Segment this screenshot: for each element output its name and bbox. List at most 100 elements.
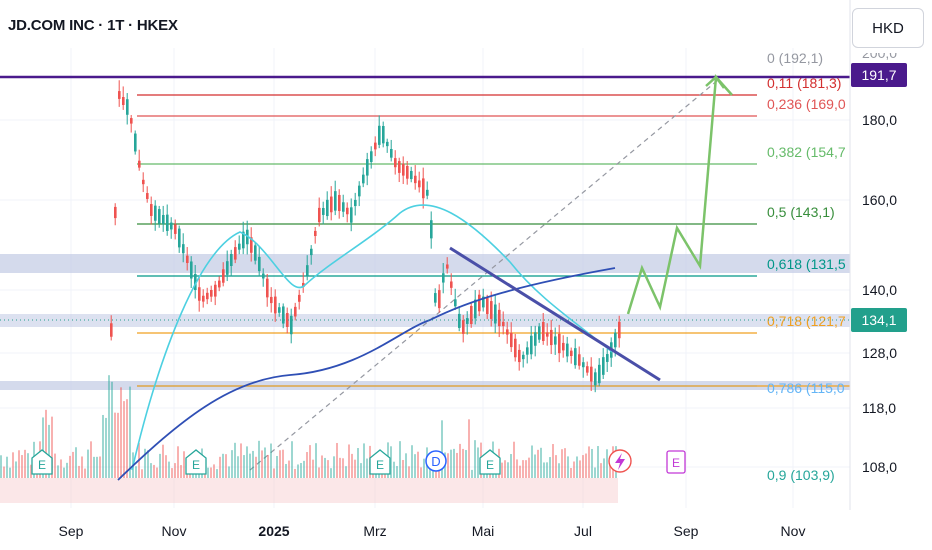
currency-button[interactable]: HKD xyxy=(852,8,924,48)
candle xyxy=(306,265,309,276)
volume-bar xyxy=(246,446,248,478)
volume-bar xyxy=(219,456,221,478)
volume-bar xyxy=(258,440,260,478)
volume-bar xyxy=(558,463,560,478)
volume-bar xyxy=(45,409,47,478)
candle xyxy=(254,245,257,261)
candle xyxy=(186,255,189,264)
volume-bar xyxy=(63,467,65,478)
candle xyxy=(266,278,269,298)
candle xyxy=(478,294,481,312)
volume-bar xyxy=(447,453,449,478)
candle xyxy=(146,193,149,199)
candle xyxy=(294,306,297,317)
candle xyxy=(514,338,517,358)
volume-bar xyxy=(24,449,26,478)
volume-bar xyxy=(249,453,251,478)
volume-bar xyxy=(408,466,410,478)
volume-bar xyxy=(90,441,92,478)
candle xyxy=(378,125,381,145)
candle xyxy=(174,224,177,234)
dividend-marker xyxy=(425,450,447,472)
candle xyxy=(202,295,205,302)
volume-bar xyxy=(9,467,11,478)
projection-path xyxy=(626,73,733,315)
volume-bar xyxy=(399,441,401,478)
volume-bar xyxy=(450,449,452,478)
candle xyxy=(370,151,373,163)
volume-bar xyxy=(225,454,227,478)
volume-bar xyxy=(105,417,107,478)
candle xyxy=(418,180,421,188)
candle xyxy=(142,179,145,185)
volume-bar xyxy=(513,441,515,478)
zone-band-2 xyxy=(0,314,850,327)
volume-bar xyxy=(549,457,551,478)
candle xyxy=(274,296,277,314)
volume-bar xyxy=(78,465,80,478)
volume-bar xyxy=(420,467,422,478)
volume-bar xyxy=(540,447,542,478)
volume-bar xyxy=(48,424,50,478)
candle xyxy=(506,329,509,335)
volume-bar xyxy=(345,466,347,478)
candle xyxy=(562,342,565,351)
volume-bar xyxy=(471,469,473,478)
volume-bar xyxy=(162,444,164,478)
volume-bar xyxy=(15,461,17,478)
candle xyxy=(326,199,329,217)
candle xyxy=(542,322,545,341)
volume-bar xyxy=(117,412,119,478)
volume-bar xyxy=(519,465,521,478)
candle xyxy=(558,333,561,354)
candle xyxy=(494,304,497,324)
candle xyxy=(182,244,185,254)
volume-bar xyxy=(528,457,530,478)
volume-bar xyxy=(339,457,341,478)
candle xyxy=(398,161,401,173)
candle xyxy=(330,196,333,213)
volume-bar xyxy=(348,444,350,478)
volume-bar xyxy=(150,463,152,478)
candle xyxy=(154,205,157,221)
volume-bar xyxy=(309,445,311,478)
candle xyxy=(314,230,317,237)
volume-bar xyxy=(525,460,527,478)
volume-bar xyxy=(306,452,308,478)
volume-bar xyxy=(255,456,257,478)
candle xyxy=(206,292,209,300)
volume-bar xyxy=(165,455,167,478)
candle xyxy=(162,214,165,225)
candle xyxy=(434,293,437,303)
candle xyxy=(590,366,593,382)
candle xyxy=(534,332,537,346)
earnings-marker-label: E xyxy=(376,458,384,472)
volume-bar xyxy=(357,448,359,478)
volume-bar xyxy=(585,453,587,478)
candle xyxy=(614,332,617,348)
volume-bar xyxy=(393,461,395,478)
volume-bar xyxy=(459,443,461,478)
volume-bar xyxy=(156,467,158,478)
candle xyxy=(530,335,533,355)
volume-bar xyxy=(396,466,398,478)
fibonacci-levels: 0 (192,1) 0,11 (181,3) 0,236 (169,0 0,382 (… xyxy=(137,50,850,483)
candle xyxy=(602,357,605,375)
candle xyxy=(114,206,117,219)
fib-label-0.618: 0,618 (131,5 xyxy=(767,256,846,272)
volume-bar xyxy=(30,464,32,478)
volume-bar xyxy=(465,450,467,478)
volume-bar xyxy=(72,451,74,478)
volume-bar xyxy=(108,375,110,478)
volume-bar xyxy=(312,459,314,478)
candle xyxy=(426,189,429,196)
candle xyxy=(578,354,581,366)
fib-label-0.11: 0,11 (181,3) xyxy=(767,75,841,91)
volume-bar xyxy=(252,450,254,478)
volume-bar xyxy=(354,459,356,478)
candle xyxy=(190,261,193,279)
candle xyxy=(490,301,493,319)
candle xyxy=(442,273,445,283)
